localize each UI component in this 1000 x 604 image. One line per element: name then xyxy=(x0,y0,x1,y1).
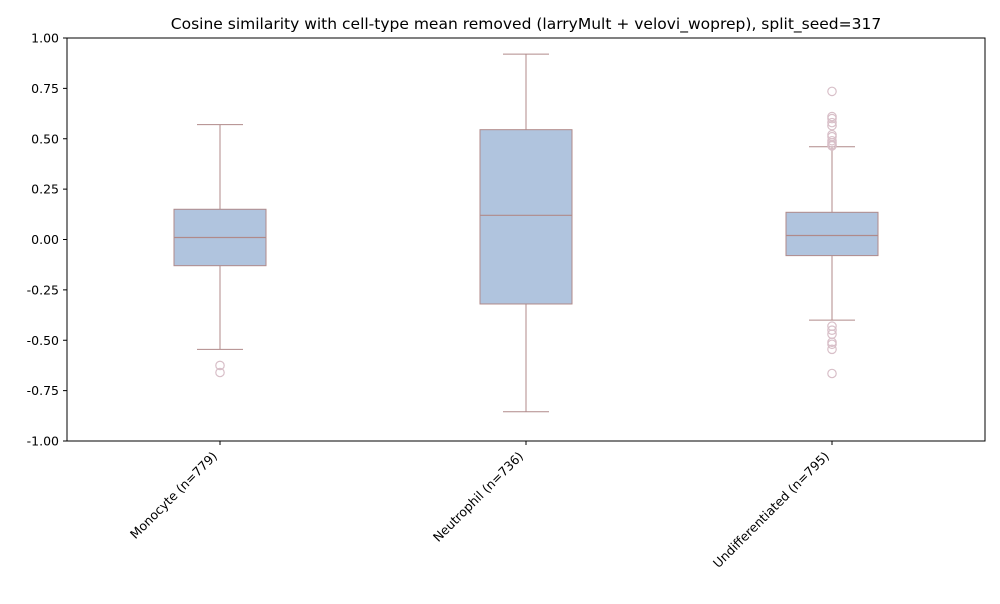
outlier-point xyxy=(827,325,837,335)
y-tick-label: 0.75 xyxy=(31,81,59,96)
y-tick-label: 0.50 xyxy=(31,131,59,146)
outlier-point xyxy=(827,113,837,124)
box-group-2 xyxy=(785,86,879,379)
iqr-box xyxy=(479,129,573,305)
y-tick-label: -0.25 xyxy=(27,282,59,297)
box-group-1 xyxy=(479,53,573,413)
x-tick-label: Monocyte (n=779) xyxy=(127,449,220,542)
plot-area: -1.00 -0.75 -0.50 -0.25 0.00 0.25 0.50 0.75 1.00… xyxy=(27,31,986,571)
y-tick-label: 0.00 xyxy=(31,232,59,247)
outlier-point xyxy=(827,141,837,151)
outlier-point xyxy=(215,367,225,378)
outlier-point xyxy=(827,117,837,128)
outlier-point xyxy=(827,344,837,355)
outlier-point xyxy=(827,339,837,350)
y-tick-label: -0.50 xyxy=(27,333,59,348)
y-tick-label: -0.75 xyxy=(27,383,59,398)
outlier-point xyxy=(215,360,225,371)
x-tick-label: Undifferentiated (n=795) xyxy=(710,449,832,571)
outlier-point xyxy=(827,120,837,131)
y-tick-label: 1.00 xyxy=(31,31,59,46)
outlier-point xyxy=(827,368,837,379)
y-tick-label: -1.00 xyxy=(27,434,59,449)
outlier-point xyxy=(827,86,837,97)
iqr-box xyxy=(785,211,879,257)
x-tick-label: Neutrophil (n=736) xyxy=(430,449,526,545)
chart-title: Cosine similarity with cell-type mean re… xyxy=(171,15,881,34)
box-group-0 xyxy=(173,124,267,378)
y-tick-label: 0.25 xyxy=(31,182,59,197)
